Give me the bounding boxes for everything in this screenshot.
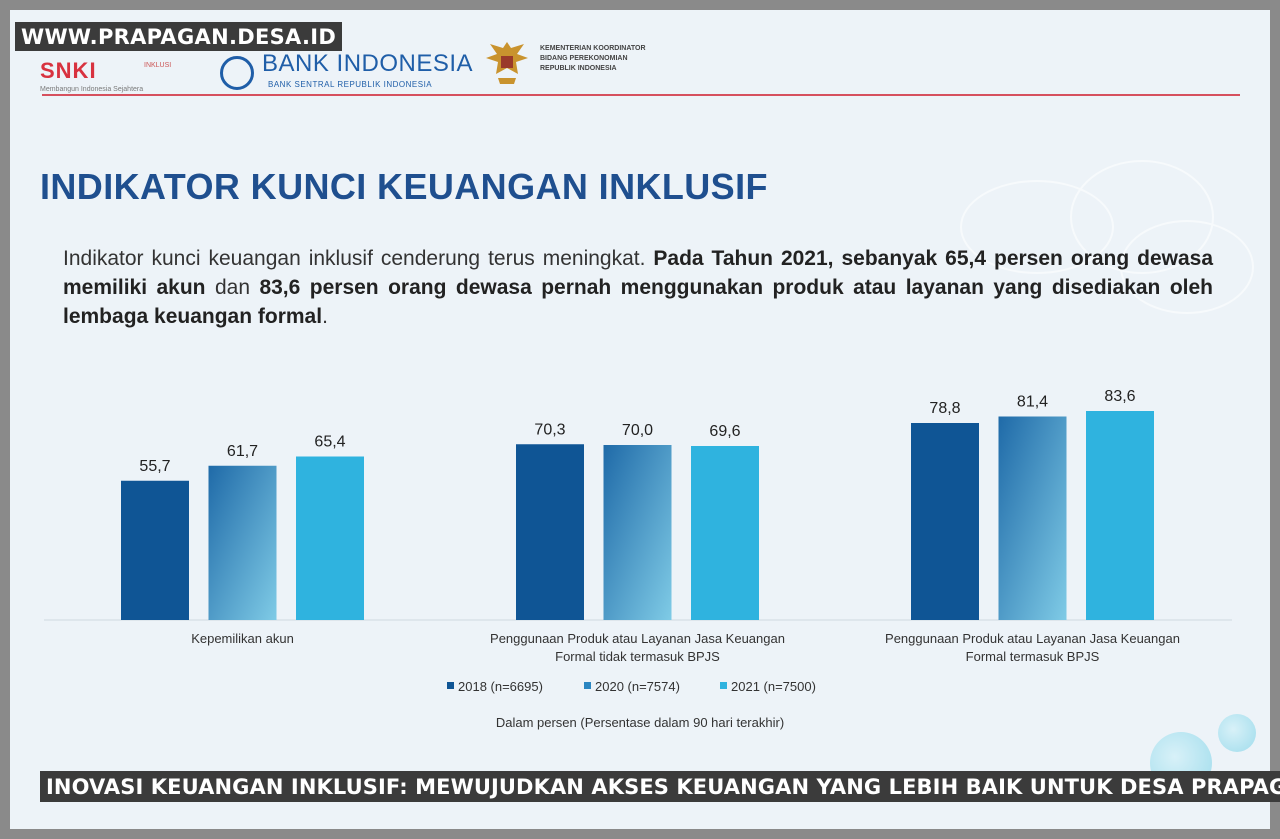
data-label: 83,6 <box>1104 388 1135 405</box>
legend-swatch <box>584 682 591 689</box>
bar-0-1 <box>208 465 277 620</box>
garuda-emblem <box>486 42 528 84</box>
chart-note: Dalam persen (Persentase dalam 90 hari t… <box>496 715 784 730</box>
legend-label: 2018 (n=6695) <box>458 679 543 694</box>
bar-0-2 <box>296 456 364 620</box>
category-label: Formal termasuk BPJS <box>966 649 1100 664</box>
snki-logo: SNKI INKLUSI Membangun Indonesia Sejahte… <box>40 58 172 93</box>
data-label: 69,6 <box>709 423 740 440</box>
cloud-decoration <box>1120 220 1254 314</box>
kemenko-logo-text: KEMENTERIAN KOORDINATOR BIDANG PEREKONOM… <box>540 45 646 72</box>
legend-label: 2020 (n=7574) <box>595 679 680 694</box>
data-label: 78,8 <box>929 400 960 417</box>
bubble-decoration <box>1218 714 1256 752</box>
slide-title: INDIKATOR KUNCI KEUANGAN INKLUSIF <box>40 166 768 207</box>
legend-swatch <box>447 682 454 689</box>
bar-1-2 <box>691 446 759 620</box>
header-divider <box>42 94 1240 96</box>
data-label: 70,0 <box>622 422 653 439</box>
legend-swatch <box>720 682 727 689</box>
bar-2-0 <box>911 423 979 620</box>
data-label: 55,7 <box>139 458 170 475</box>
category-label: Kepemilikan akun <box>191 631 294 646</box>
category-label: Penggunaan Produk atau Layanan Jasa Keua… <box>490 631 785 646</box>
data-label: 61,7 <box>227 443 258 460</box>
data-label: 70,3 <box>534 421 565 438</box>
bar-0-0 <box>121 480 189 620</box>
data-label: 81,4 <box>1017 394 1048 411</box>
bar-1-0 <box>516 444 584 620</box>
data-label: 65,4 <box>314 434 345 451</box>
caption-banner: INOVASI KEUANGAN INKLUSIF: MEWUJUDKAN AK… <box>40 771 1280 802</box>
description-text: Indikator kunci keuangan inklusif cender… <box>63 247 1213 328</box>
watermark: WWW.PRAPAGAN.DESA.ID <box>15 22 343 51</box>
bar-1-1 <box>603 445 672 620</box>
category-label: Formal tidak termasuk BPJS <box>555 649 720 664</box>
bar-2-2 <box>1086 411 1154 620</box>
legend-label: 2021 (n=7500) <box>731 679 816 694</box>
category-label: Penggunaan Produk atau Layanan Jasa Keua… <box>885 631 1180 646</box>
bar-2-1 <box>998 416 1067 620</box>
